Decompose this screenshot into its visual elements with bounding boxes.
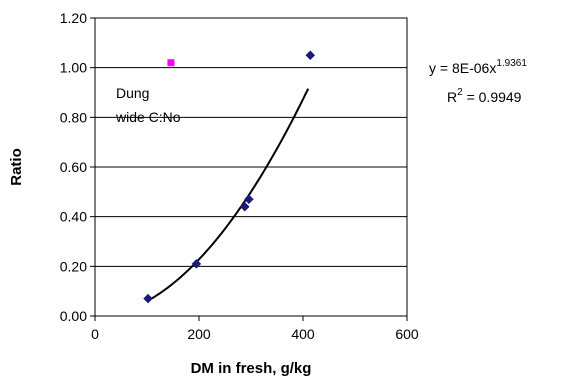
y-axis-label: Ratio [8,148,25,186]
r2-value: = 0.9949 [463,89,522,105]
y-tick-label: 0.80 [60,109,87,125]
x-tick-label: 600 [395,326,419,342]
data-point [244,194,254,205]
data-points [143,50,316,304]
x-axis-label: DM in fresh, g/kg [191,360,312,377]
y-tick-label: 0.20 [60,258,87,274]
annotation-line-1: Dung [116,85,149,101]
x-tick-label: 200 [187,326,211,342]
data-point [143,293,153,304]
data-point [305,50,316,61]
grid-lines [95,67,407,267]
equation-exponent: 1.9361 [496,58,527,69]
trendline-equation: y = 8E-06x1.9361 [429,58,527,76]
y-tick-label: 1.00 [60,60,87,76]
x-tick-label: 400 [291,326,315,342]
r2-prefix: R [447,89,457,105]
data-point-outlier [167,59,175,67]
y-tick-label: 0.60 [60,159,87,175]
r2-superscript: 2 [457,87,463,98]
x-axis-ticks: 0 200 400 600 [91,316,419,342]
y-tick-label: 1.20 [60,10,87,26]
y-tick-label: 0.40 [60,209,87,225]
trendline-r-squared: R2 = 0.9949 [447,87,522,105]
data-point [239,201,250,212]
data-point [191,258,202,269]
equation-prefix: y = 8E-06x [429,60,496,76]
y-tick-label: 0.00 [60,308,87,324]
x-tick-label: 0 [91,326,99,342]
trendline [150,88,310,300]
y-axis-ticks: 0.00 0.20 0.40 0.60 0.80 1.00 1.20 [60,10,95,324]
annotation-line-2: wide C:No [115,109,181,125]
